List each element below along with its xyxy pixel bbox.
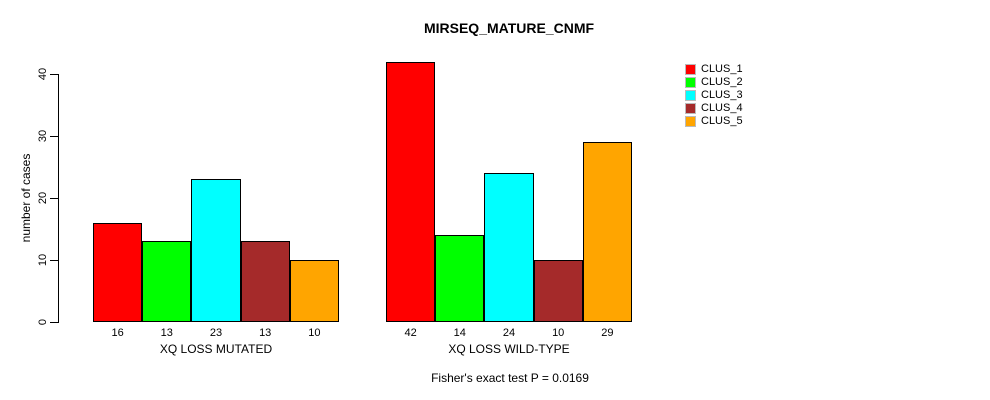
y-tick-mark xyxy=(50,321,58,323)
bar-clus_1-group2 xyxy=(386,61,436,322)
bar-value-label: 14 xyxy=(453,327,466,339)
bar-value-label: 24 xyxy=(502,327,516,339)
legend-label: CLUS_4 xyxy=(701,102,743,114)
y-axis-line xyxy=(58,74,59,323)
bar-value-label: 29 xyxy=(601,327,614,339)
bar-value-label: 13 xyxy=(259,327,272,339)
y-tick-mark xyxy=(50,73,58,75)
y-tick-label: 20 xyxy=(37,191,49,205)
y-tick-mark xyxy=(50,197,58,199)
footer-annotation: Fisher's exact test P = 0.0169 xyxy=(431,371,589,385)
chart-title: MIRSEQ_MATURE_CNMF xyxy=(423,20,595,36)
legend-label: CLUS_3 xyxy=(701,89,743,101)
bar-value-label: 23 xyxy=(209,327,223,339)
y-tick-label: 10 xyxy=(37,253,49,267)
bar-clus_3-group1 xyxy=(191,179,241,322)
bar-value-label: 13 xyxy=(160,327,173,339)
x-category-label: XQ LOSS MUTATED xyxy=(159,342,273,356)
legend-label: CLUS_5 xyxy=(701,115,743,127)
bar-value-label: 16 xyxy=(111,327,124,339)
y-tick-label: 30 xyxy=(37,129,49,143)
x-category-label: XQ LOSS WILD-TYPE xyxy=(448,342,570,356)
y-axis-title: number of cases xyxy=(19,153,33,243)
y-tick-label: 0 xyxy=(37,318,49,326)
bar-clus_2-group2 xyxy=(435,235,485,322)
legend-swatch-clus_4 xyxy=(685,103,696,114)
bar-clus_5-group1 xyxy=(289,260,339,322)
legend-label: CLUS_1 xyxy=(701,63,743,75)
bar-clus_1-group1 xyxy=(93,222,143,322)
bar-clus_4-group2 xyxy=(533,260,583,322)
y-tick-mark xyxy=(50,135,58,137)
legend-swatch-clus_1 xyxy=(685,64,696,75)
bar-clus_4-group1 xyxy=(240,241,290,322)
bar-clus_3-group2 xyxy=(484,173,534,322)
bar-clus_5-group2 xyxy=(582,142,632,322)
bar-clus_2-group1 xyxy=(142,241,192,322)
legend-swatch-clus_3 xyxy=(685,90,696,101)
y-tick-label: 40 xyxy=(37,67,49,81)
bar-value-label: 10 xyxy=(308,327,321,339)
legend-label: CLUS_2 xyxy=(701,76,743,88)
legend-swatch-clus_2 xyxy=(685,77,696,88)
bar-value-label: 42 xyxy=(404,327,417,339)
legend-swatch-clus_5 xyxy=(685,116,696,127)
bar-value-label: 10 xyxy=(552,327,565,339)
y-tick-mark xyxy=(50,259,58,261)
